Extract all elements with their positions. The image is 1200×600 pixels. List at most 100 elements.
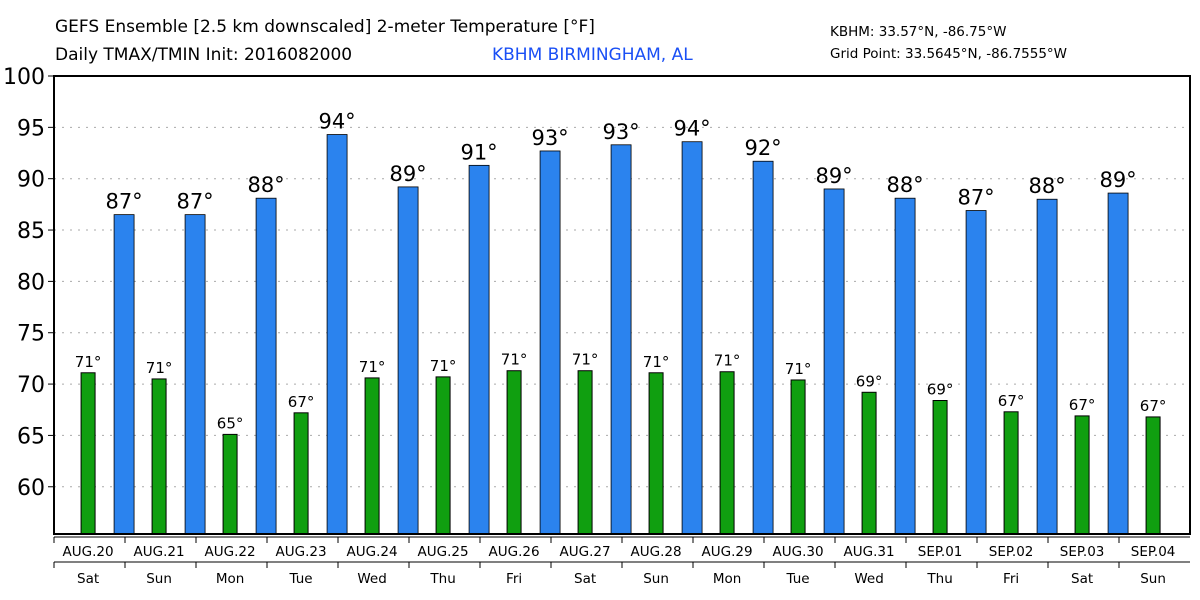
tmin-bar <box>151 378 167 535</box>
grid-point: Grid Point: 33.5645°N, -86.7555°W <box>830 46 1068 62</box>
date-label: AUG.20 <box>63 544 114 560</box>
tmin-bar <box>1074 415 1090 535</box>
tmin-bar <box>719 371 735 535</box>
tmax-label: 87° <box>176 190 213 214</box>
tmax-bar <box>397 186 419 535</box>
y-tick-label: 90 <box>17 168 45 193</box>
tmax-bar <box>823 188 845 535</box>
tmax-label: 93° <box>602 120 639 144</box>
tmin-label: 71° <box>714 352 741 370</box>
y-tick-label: 65 <box>17 424 45 449</box>
tmax-label: 94° <box>673 117 710 141</box>
date-label: AUG.29 <box>702 544 753 560</box>
tmin-bar <box>1145 416 1161 535</box>
tmax-label: 89° <box>815 164 852 188</box>
weekday-label: Thu <box>926 571 952 587</box>
date-label: SEP.01 <box>918 544 963 560</box>
tmin-label: 69° <box>927 381 954 399</box>
tmin-bar <box>861 391 877 535</box>
tmax-label: 89° <box>1099 168 1136 192</box>
date-label: AUG.27 <box>560 544 611 560</box>
weekday-label: Sat <box>1071 571 1093 587</box>
tmin-label: 67° <box>1140 397 1167 415</box>
tmax-label: 93° <box>531 126 568 150</box>
tmax-bar <box>184 214 206 535</box>
tmin-label: 67° <box>998 392 1025 410</box>
chart-subtitle: Daily TMAX/TMIN Init: 2016082000 <box>55 45 353 65</box>
weekday-label: Sun <box>643 571 669 587</box>
date-label: AUG.31 <box>844 544 895 560</box>
tmax-bar <box>468 164 490 535</box>
tmax-bar <box>1107 192 1129 535</box>
station-coords: KBHM: 33.57°N, -86.75°W <box>830 24 1007 40</box>
tmax-label: 92° <box>744 136 781 160</box>
tmin-label: 71° <box>643 353 670 371</box>
tmin-bar <box>364 377 380 535</box>
date-label: AUG.28 <box>631 544 682 560</box>
y-tick-label: 70 <box>17 373 45 398</box>
weekday-label: Fri <box>1003 571 1019 587</box>
tmin-label: 71° <box>146 359 173 377</box>
weekday-label: Sun <box>146 571 172 587</box>
tmin-bar <box>648 372 664 535</box>
weekday-label: Tue <box>289 571 313 587</box>
tmin-bar <box>222 433 238 535</box>
weekday-label: Wed <box>854 571 883 587</box>
tmax-label: 94° <box>318 110 355 134</box>
weekday-label: Sun <box>1140 571 1166 587</box>
tmin-bar <box>790 379 806 535</box>
chart-title: GEFS Ensemble [2.5 km downscaled] 2-mete… <box>55 17 595 37</box>
tmax-bar <box>894 197 916 535</box>
tmin-label: 71° <box>430 357 457 375</box>
y-tick-label: 95 <box>17 116 45 141</box>
station-name: KBHM BIRMINGHAM, AL <box>492 45 693 65</box>
tmax-bar <box>326 134 348 535</box>
tmin-bar <box>577 370 593 535</box>
tmax-bar <box>113 214 135 535</box>
tmax-label: 88° <box>247 173 284 197</box>
tmax-label: 87° <box>105 190 142 214</box>
plot-frame <box>53 75 1191 535</box>
tmax-bar <box>255 197 277 535</box>
tmax-bar <box>610 144 632 535</box>
weekday-label: Sat <box>77 571 99 587</box>
tmax-label: 87° <box>957 186 994 210</box>
tmin-bar <box>932 400 948 535</box>
weekday-label: Tue <box>786 571 810 587</box>
tmin-label: 67° <box>1069 396 1096 414</box>
y-tick-label: 60 <box>17 476 45 501</box>
tmin-label: 71° <box>359 358 386 376</box>
tmax-label: 89° <box>389 162 426 186</box>
tmax-bar <box>539 150 561 535</box>
weekday-label: Fri <box>506 571 522 587</box>
date-label: AUG.22 <box>205 544 256 560</box>
date-label: AUG.26 <box>489 544 540 560</box>
date-label: SEP.03 <box>1060 544 1105 560</box>
date-label: SEP.02 <box>989 544 1034 560</box>
tmax-bar <box>752 160 774 535</box>
weekday-label: Mon <box>713 571 741 587</box>
tmin-label: 71° <box>785 360 812 378</box>
weekday-label: Wed <box>357 571 386 587</box>
tmin-label: 71° <box>501 351 528 369</box>
tmin-label: 71° <box>572 351 599 369</box>
tmax-label: 88° <box>1028 174 1065 198</box>
date-label: AUG.25 <box>418 544 469 560</box>
date-label: AUG.24 <box>347 544 398 560</box>
tmin-bar <box>506 370 522 535</box>
tmin-bar <box>1003 411 1019 535</box>
weekday-label: Sat <box>574 571 596 587</box>
date-label: AUG.23 <box>276 544 327 560</box>
tmax-label: 91° <box>460 140 497 164</box>
tmin-label: 71° <box>75 353 102 371</box>
tmin-bar <box>435 376 451 535</box>
date-label: AUG.21 <box>134 544 185 560</box>
tmax-label: 88° <box>886 173 923 197</box>
y-tick-label: 100 <box>3 65 45 90</box>
y-tick-label: 75 <box>17 322 45 347</box>
y-tick-label: 80 <box>17 270 45 295</box>
tmin-bar <box>80 372 96 535</box>
tmax-bar <box>965 210 987 535</box>
tmin-label: 65° <box>217 414 244 432</box>
